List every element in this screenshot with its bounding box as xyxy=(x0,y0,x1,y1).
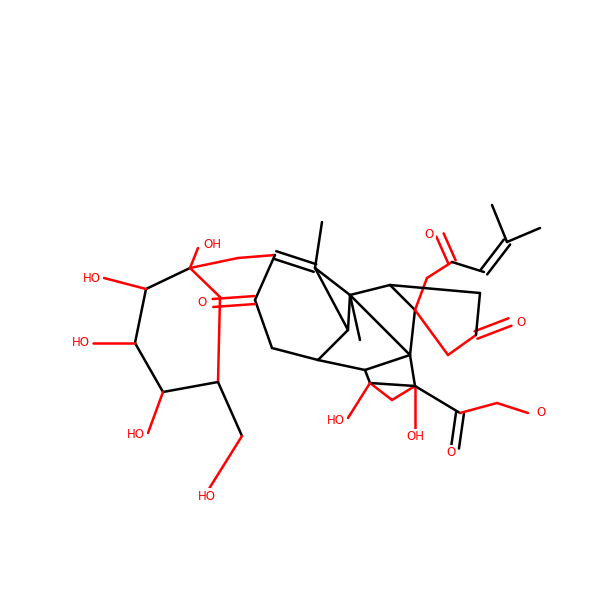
Text: HO: HO xyxy=(198,490,216,503)
Text: HO: HO xyxy=(327,415,345,427)
Text: HO: HO xyxy=(72,337,90,349)
Text: OH: OH xyxy=(406,431,424,443)
Text: HO: HO xyxy=(127,428,145,442)
Text: OH: OH xyxy=(203,238,221,251)
Text: O: O xyxy=(198,296,207,310)
Text: O: O xyxy=(536,407,545,419)
Text: O: O xyxy=(516,316,525,329)
Text: HO: HO xyxy=(83,271,101,284)
Text: O: O xyxy=(446,446,455,460)
Text: O: O xyxy=(425,229,434,241)
